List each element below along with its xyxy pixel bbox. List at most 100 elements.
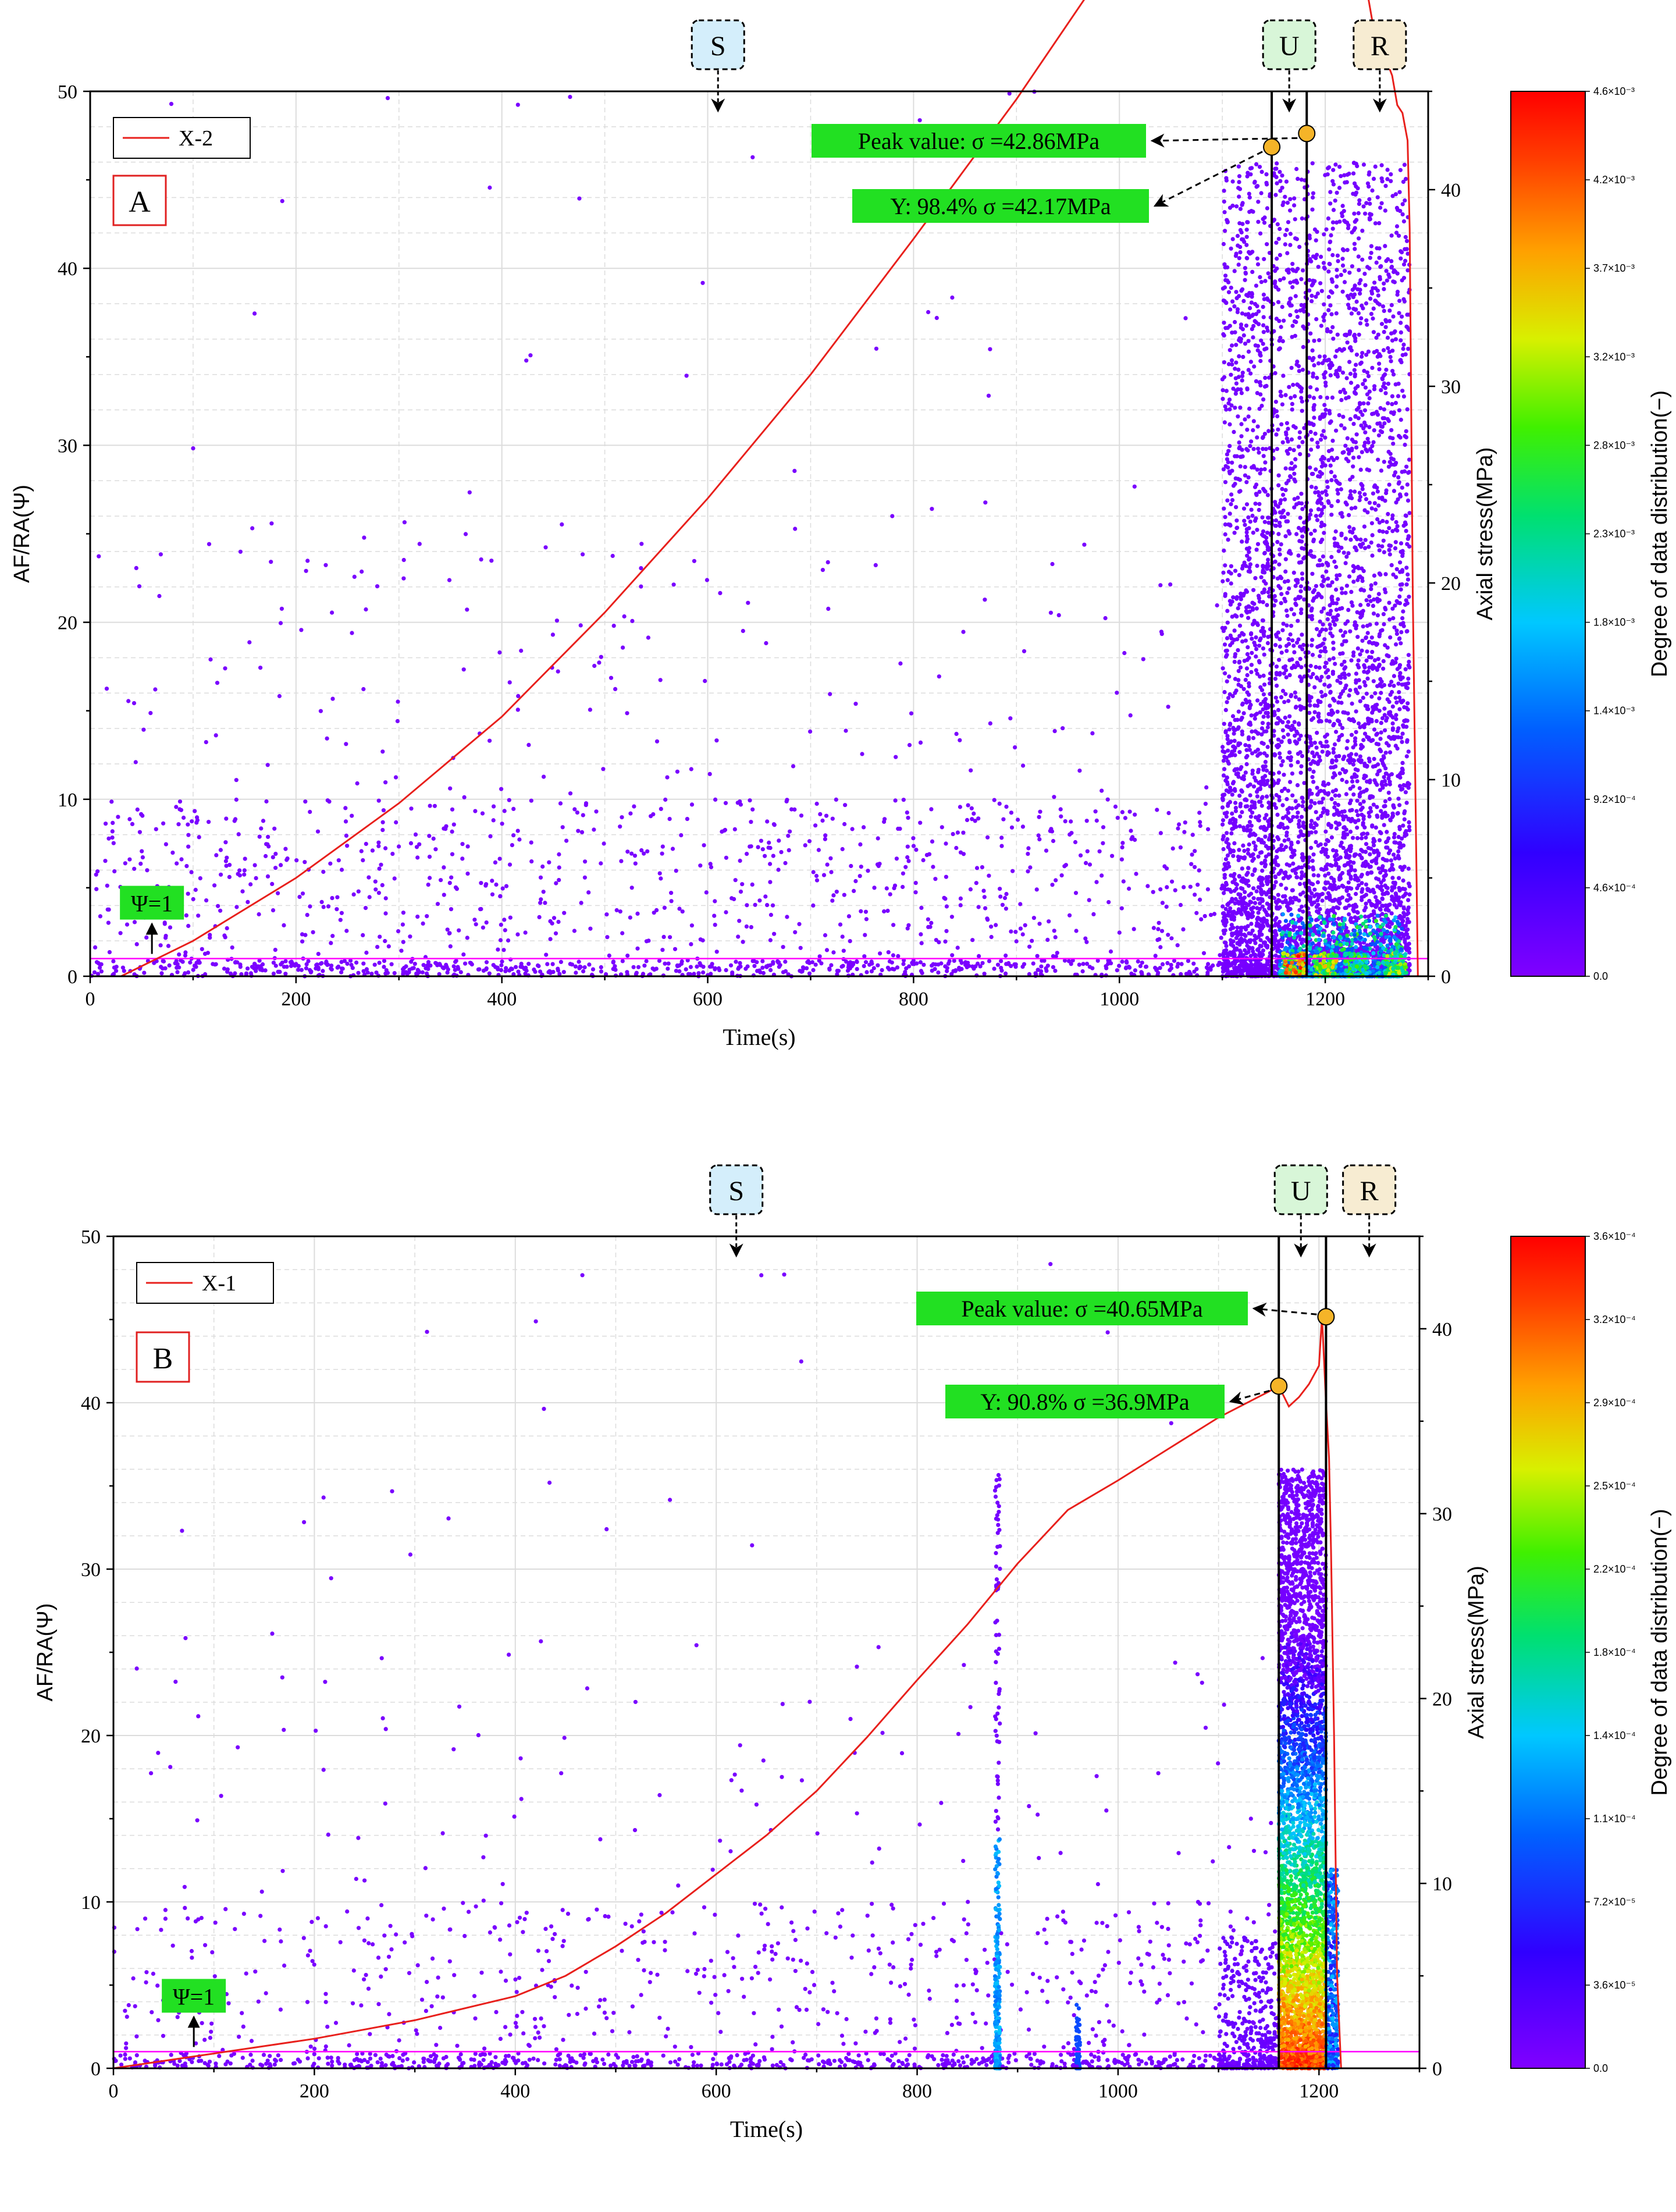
scatter-point <box>1377 838 1382 842</box>
scatter-point <box>1257 507 1261 513</box>
scatter-point <box>807 971 812 976</box>
scatter-point <box>1362 378 1367 383</box>
scatter-point <box>1290 868 1295 873</box>
scatter-point <box>1009 810 1013 815</box>
scatter-point <box>179 958 183 963</box>
scatter-point <box>189 870 194 874</box>
scatter-point <box>1310 283 1314 288</box>
scatter-point <box>738 858 742 863</box>
scatter-point <box>625 954 630 958</box>
scatter-point <box>1178 845 1183 850</box>
scatter-point <box>1283 534 1288 539</box>
scatter-point <box>1368 296 1373 301</box>
scatter-point <box>420 970 425 975</box>
scatter-point <box>766 963 770 968</box>
scatter-point <box>1031 916 1036 920</box>
scatter-point <box>1318 649 1323 654</box>
scatter-point <box>977 954 981 958</box>
scatter-point <box>401 576 406 581</box>
scatter-point <box>1278 253 1282 257</box>
scatter-point <box>1335 577 1339 581</box>
scatter-point <box>366 875 371 880</box>
scatter-point <box>1379 691 1383 695</box>
scatter-point <box>175 965 179 970</box>
scatter-point <box>243 856 247 861</box>
scatter-point <box>1133 968 1137 973</box>
scatter-point <box>1165 866 1169 871</box>
scatter-point <box>1223 887 1227 892</box>
scatter-point <box>1243 278 1247 282</box>
scatter-point <box>1367 594 1372 599</box>
scatter-point <box>1394 224 1400 229</box>
scatter-point <box>844 959 849 964</box>
scatter-point <box>1158 887 1163 892</box>
scatter-point <box>1225 609 1230 613</box>
scatter-point <box>1399 417 1403 422</box>
scatter-point <box>506 938 511 943</box>
scatter-point <box>439 878 443 883</box>
scatter-point <box>1035 954 1040 958</box>
scatter-point <box>1352 241 1357 246</box>
scatter-point <box>1316 873 1321 878</box>
scatter-point <box>901 884 905 890</box>
scatter-point <box>315 829 321 834</box>
scatter-point <box>182 815 186 820</box>
scatter-point <box>1351 422 1356 426</box>
scatter-point <box>98 914 102 919</box>
scatter-point <box>983 598 987 602</box>
scatter-point <box>1237 440 1241 445</box>
scatter-point <box>1358 574 1362 579</box>
scatter-point <box>1223 229 1227 233</box>
scatter-point <box>701 970 706 975</box>
scatter-point <box>740 882 745 887</box>
scatter-point <box>130 822 135 826</box>
scatter-point <box>1155 967 1159 972</box>
scatter-point <box>428 803 432 808</box>
scatter-point <box>1328 719 1332 724</box>
scatter-point <box>1225 759 1230 764</box>
scatter-point <box>1382 823 1386 827</box>
scatter-point <box>1018 902 1023 906</box>
scatter-point <box>1335 274 1339 279</box>
scatter-point <box>1265 603 1269 607</box>
scatter-point <box>1344 683 1348 688</box>
scatter-point <box>264 799 269 804</box>
scatter-point <box>144 935 149 940</box>
scatter-point <box>1258 231 1263 236</box>
scatter-point <box>1233 330 1237 335</box>
scatter-point <box>1339 487 1343 492</box>
scatter-point <box>1400 470 1404 474</box>
scatter-point <box>1326 577 1330 581</box>
scatter-point <box>972 811 976 816</box>
scatter-point <box>685 817 689 822</box>
scatter-point <box>625 711 629 716</box>
scatter-point <box>1261 673 1266 678</box>
scatter-point <box>1194 911 1199 915</box>
scatter-point <box>1230 237 1235 241</box>
scatter-point <box>1158 583 1163 588</box>
scatter-point <box>768 845 773 851</box>
scatter-point <box>1335 332 1340 337</box>
scatter-point <box>980 865 984 870</box>
scatter-point <box>1349 589 1354 595</box>
scatter-point <box>785 915 789 919</box>
scatter-point <box>1294 532 1299 536</box>
scatter-point <box>867 962 872 967</box>
scatter-point <box>1275 540 1280 545</box>
scatter-point <box>680 909 685 914</box>
scatter-point <box>1369 244 1373 248</box>
scatter-point <box>1404 529 1408 534</box>
scatter-point <box>397 844 401 849</box>
scatter-point <box>184 864 189 869</box>
scatter-point <box>1278 389 1283 394</box>
scatter-point <box>1381 348 1386 353</box>
scatter-point <box>359 849 364 853</box>
scatter-point <box>1246 368 1251 372</box>
scatter-point <box>1251 621 1256 625</box>
scatter-point <box>1101 841 1105 845</box>
scatter-point <box>461 667 466 672</box>
scatter-point <box>632 853 638 858</box>
scatter-point <box>1274 432 1279 437</box>
scatter-point <box>1243 770 1248 775</box>
scatter-point <box>696 971 701 976</box>
